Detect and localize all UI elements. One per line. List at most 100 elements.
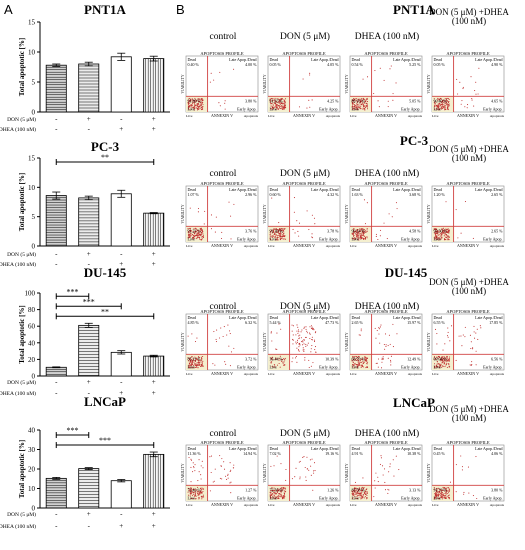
event-dot [437,234,439,236]
event-dot [219,477,221,479]
event-dot [354,238,356,240]
event-dot [442,358,444,360]
event-dot [274,232,276,234]
event-dot [200,360,202,362]
event-dot [361,231,363,233]
event-dot [375,233,377,235]
event-dot [353,491,356,493]
event-dot [272,97,274,100]
event-dot [195,235,197,237]
event-dot [355,104,357,107]
event-dot [198,498,200,500]
event-dot [227,473,229,475]
event-dot [190,481,192,483]
event-dot [389,463,391,465]
event-dot [352,229,354,231]
event-dot [384,333,387,335]
event-dot [193,105,195,107]
quadrant-label-live: Live [352,237,360,242]
event-dot [283,105,285,107]
event-dot [445,496,447,498]
event-dot [229,365,231,367]
treatment-sign: + [152,115,156,123]
event-dot [189,104,191,106]
event-dot [311,326,313,328]
event-dot [447,238,449,240]
event-dot [278,98,280,100]
event-dot [362,105,364,107]
event-dot [361,497,363,500]
event-dot [440,107,443,109]
event-dot [194,360,197,363]
event-dot [472,237,474,239]
event-dot [359,230,361,233]
event-dot [447,100,449,102]
event-dot [449,481,452,483]
event-dot [441,359,443,361]
event-dot [276,239,278,241]
event-dot [443,235,445,237]
event-dot [192,489,194,491]
event-dot [360,364,362,366]
event-dot [442,102,444,104]
event-dot [444,343,446,345]
event-dot [201,498,203,500]
event-dot [188,108,190,110]
event-dot [276,491,279,493]
event-dot [190,233,192,235]
event-dot [442,99,444,101]
event-dot [200,109,203,111]
event-dot [311,344,313,347]
quadrant-value-early: 5.05 % [409,98,421,103]
event-dot [444,106,446,108]
event-dot [351,108,353,110]
event-dot [197,232,199,234]
event-dot [193,106,195,108]
event-dot [299,344,301,346]
flow-x-axis-apoptosis: Apoptosis [326,503,341,507]
event-dot [440,106,442,108]
event-dot [436,495,438,497]
event-dot [281,230,283,232]
event-dot [355,357,357,360]
event-dot [197,356,199,358]
event-dot [474,89,476,92]
event-dot [437,493,439,495]
event-dot [445,497,447,499]
event-dot [358,364,361,366]
event-dot [436,232,438,235]
event-dot [363,235,365,237]
flow-x-axis-live: Live [268,372,275,376]
event-dot [276,235,278,237]
event-dot [312,489,314,491]
event-dot [201,236,203,238]
event-dot [311,458,313,460]
event-dot [304,466,306,469]
event-dot [440,491,442,493]
event-dot [215,216,217,218]
event-dot [214,231,216,233]
event-dot [442,101,444,103]
event-dot [441,497,443,499]
flow-x-axis-apoptosis: Apoptosis [244,244,259,248]
event-dot [280,487,282,489]
flow-x-axis-label: ANNEXIN V [293,113,315,118]
event-dot [448,230,451,232]
event-dot [447,327,449,329]
event-dot [282,231,284,233]
event-dot [269,495,272,497]
event-dot [277,230,279,232]
event-dot [273,106,275,108]
event-dot [196,337,198,339]
event-dot [445,99,448,101]
event-dot [360,366,362,368]
quadrant-value-live: 91.21 % [188,228,202,233]
event-dot [201,363,203,365]
event-dot [311,338,313,341]
flow-plot-title: APOPTOSIS PROFILE [446,51,490,56]
event-dot [190,98,192,100]
event-dot [355,98,357,100]
event-dot [441,362,443,364]
event-dot [279,228,281,230]
